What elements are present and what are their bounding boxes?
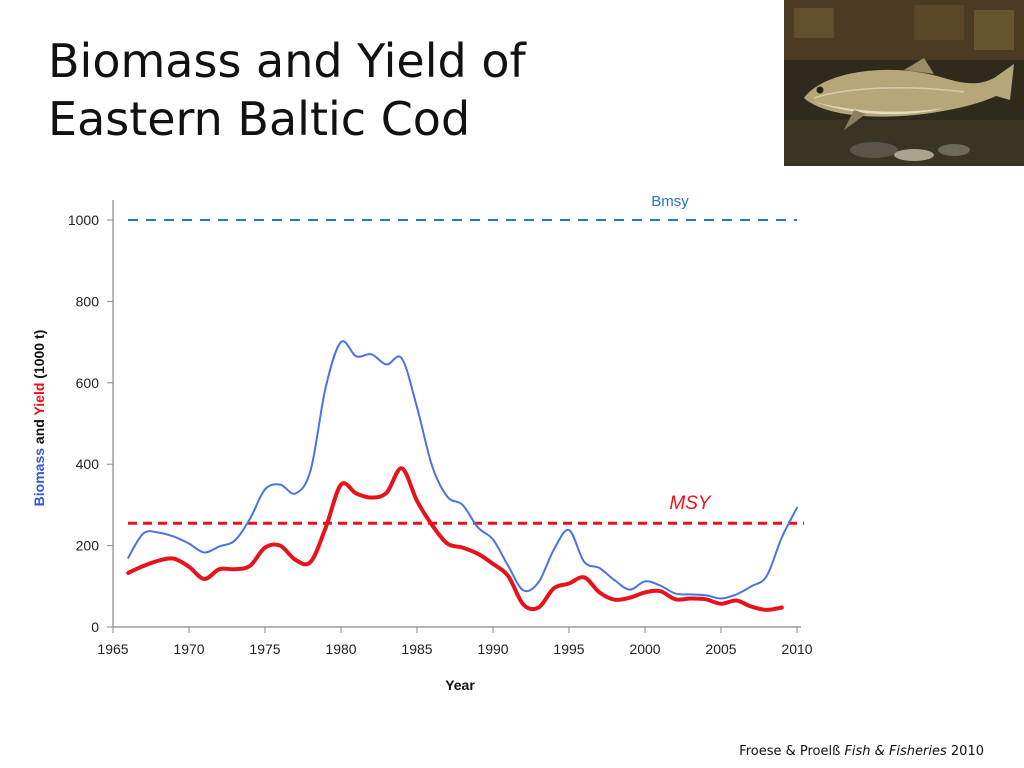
- x-tick-label: 1985: [401, 641, 432, 657]
- slide-title: Biomass and Yield of Eastern Baltic Cod: [48, 32, 526, 148]
- x-axis-title: Year: [445, 677, 475, 693]
- y-axis-title-units: (1000 t): [31, 329, 47, 383]
- x-tick-label: 2005: [705, 641, 736, 657]
- citation: Froese & Proelß Fish & Fisheries 2010: [739, 744, 984, 759]
- slide-title-line-2: Eastern Baltic Cod: [48, 92, 471, 146]
- y-axis-title-and: and: [31, 415, 47, 448]
- msy-label: MSY: [669, 493, 712, 514]
- y-tick-labels: 0 200 400 600 800 1000: [68, 212, 113, 635]
- x-tick-label: 1965: [97, 641, 128, 657]
- y-tick-label: 200: [76, 538, 100, 554]
- x-tick-labels: 1965 1970 1975 1980 1985 1990 1995 2000 2005 2010: [97, 627, 813, 657]
- cod-fish-photo: [784, 0, 1024, 166]
- y-tick-label: 400: [76, 456, 100, 472]
- biomass-series-line: [127, 340, 798, 600]
- y-axis-title-yield: Yield: [31, 382, 47, 416]
- x-tick-label: 2000: [629, 641, 660, 657]
- yield-series-line: [126, 466, 784, 612]
- data-series: [126, 340, 798, 612]
- x-tick-label: 1995: [553, 641, 584, 657]
- y-tick-label: 0: [91, 619, 99, 635]
- bmsy-label: Bmsy: [651, 193, 689, 210]
- y-axis-title: Biomass and Yield (1000 t): [31, 330, 47, 507]
- x-tick-label: 1975: [249, 641, 280, 657]
- x-tick-label: 1980: [325, 641, 356, 657]
- x-tick-label: 2010: [781, 641, 812, 657]
- citation-year: 2010: [946, 744, 984, 759]
- cod-fish-image: [784, 0, 1024, 166]
- y-axis-title-biomass: Biomass: [31, 447, 47, 507]
- reference-lines: Bmsy MSY: [128, 193, 804, 525]
- slide-title-line-1: Biomass and Yield of: [48, 34, 526, 88]
- citation-authors: Froese & Proelß: [739, 744, 845, 759]
- y-tick-label: 800: [76, 293, 100, 309]
- x-tick-label: 1970: [173, 641, 204, 657]
- citation-journal: Fish & Fisheries: [844, 744, 947, 759]
- y-tick-label: 1000: [68, 212, 99, 228]
- x-tick-label: 1990: [477, 641, 508, 657]
- y-tick-label: 600: [76, 375, 100, 391]
- chart-axes: [112, 200, 801, 628]
